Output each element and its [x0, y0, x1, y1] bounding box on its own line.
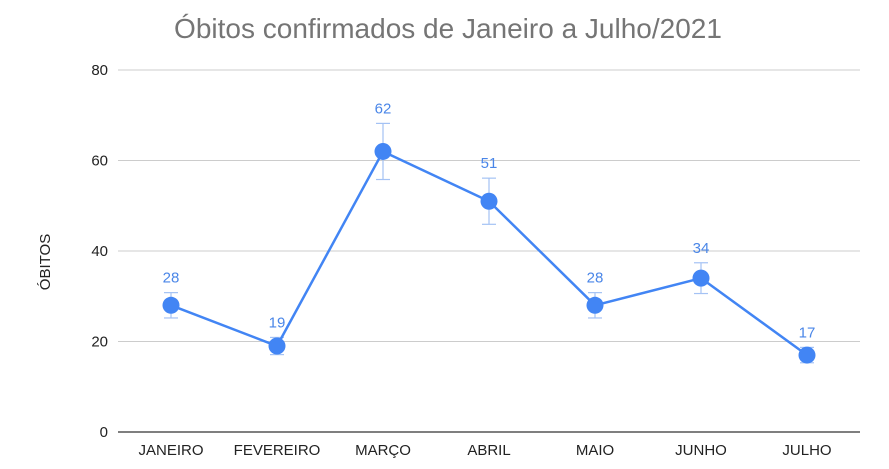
data-labels: 28 19 62 51 28 34 17: [163, 100, 816, 341]
data-label: 62: [375, 100, 392, 117]
y-tick-label: 20: [91, 334, 108, 351]
y-tick-label: 60: [91, 153, 108, 170]
x-tick-label: JULHO: [782, 442, 831, 459]
data-point: [586, 296, 604, 314]
data-point: [268, 337, 286, 355]
y-tick-label: 80: [91, 62, 108, 79]
data-point: [162, 296, 180, 314]
y-tick-label: 0: [100, 424, 108, 441]
gridlines: [118, 69, 860, 433]
x-tick-label: JUNHO: [675, 442, 727, 459]
chart-title: Óbitos confirmados de Janeiro a Julho/20…: [174, 13, 722, 44]
data-point: [480, 192, 498, 210]
x-axis-ticks: JANEIRO FEVEREIRO MARÇO ABRIL MAIO JUNHO JULHO: [138, 442, 831, 459]
data-label: 34: [693, 240, 710, 257]
x-tick-label: MAIO: [576, 442, 614, 459]
data-points: [162, 142, 816, 364]
data-label: 19: [269, 314, 286, 331]
data-label: 28: [163, 270, 180, 287]
data-label: 51: [481, 155, 498, 172]
x-tick-label: FEVEREIRO: [234, 442, 321, 459]
x-tick-label: JANEIRO: [138, 442, 203, 459]
x-tick-label: ABRIL: [467, 442, 510, 459]
data-label: 17: [799, 324, 816, 341]
data-point: [374, 142, 392, 160]
y-axis-label: ÓBITOS: [37, 234, 54, 290]
x-tick-label: MARÇO: [355, 442, 411, 459]
y-tick-label: 40: [91, 243, 108, 260]
data-label: 28: [587, 270, 604, 287]
data-point: [798, 346, 816, 364]
y-axis-ticks: 0 20 40 60 80: [91, 62, 108, 441]
data-point: [692, 269, 710, 287]
